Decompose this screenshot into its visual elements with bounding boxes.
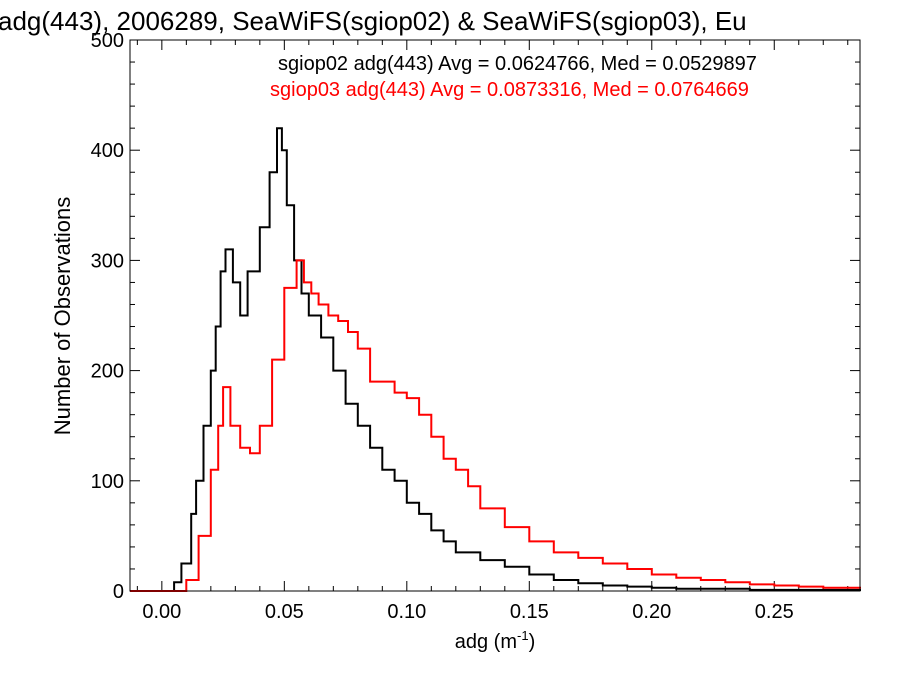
y-axis-label: Number of Observations bbox=[50, 197, 75, 435]
x-axis-label-base: adg (m bbox=[455, 631, 517, 653]
legend-entry-sgiop03: sgiop03 adg(443) Avg = 0.0873316, Med = … bbox=[270, 79, 749, 101]
series-line-sgiop03 bbox=[130, 259, 861, 592]
x-axis-label-close: ) bbox=[529, 631, 536, 653]
y-tick-label: 500 bbox=[91, 30, 124, 52]
x-axis: 0.00 0.05 0.10 0.15 0.20 0.25 bbox=[136, 40, 849, 623]
x-tick-label: 0.25 bbox=[755, 601, 794, 623]
x-tick-label: 0.00 bbox=[142, 601, 181, 623]
y-tick-label: 200 bbox=[91, 361, 124, 383]
chart-title: adg(443), 2006289, SeaWiFS(sgiop02) & Se… bbox=[0, 6, 747, 36]
x-tick-label: 0.10 bbox=[387, 601, 426, 623]
plot-frame bbox=[129, 39, 861, 592]
x-axis-label: adg (m-1) bbox=[455, 628, 535, 653]
x-tick-label: 0.20 bbox=[632, 601, 671, 623]
plot-series bbox=[130, 127, 861, 592]
y-tick-label: 100 bbox=[91, 471, 124, 493]
y-axis: 0 100 200 300 400 500 bbox=[91, 30, 860, 603]
legend-entry-sgiop02: sgiop02 adg(443) Avg = 0.0624766, Med = … bbox=[278, 53, 757, 75]
y-tick-label: 0 bbox=[113, 581, 124, 603]
series-line-sgiop02 bbox=[130, 127, 861, 592]
y-tick-label: 400 bbox=[91, 140, 124, 162]
y-tick-label: 300 bbox=[91, 250, 124, 272]
x-tick-label: 0.05 bbox=[265, 601, 304, 623]
x-tick-label: 0.15 bbox=[510, 601, 549, 623]
x-axis-label-superscript: -1 bbox=[517, 628, 529, 643]
